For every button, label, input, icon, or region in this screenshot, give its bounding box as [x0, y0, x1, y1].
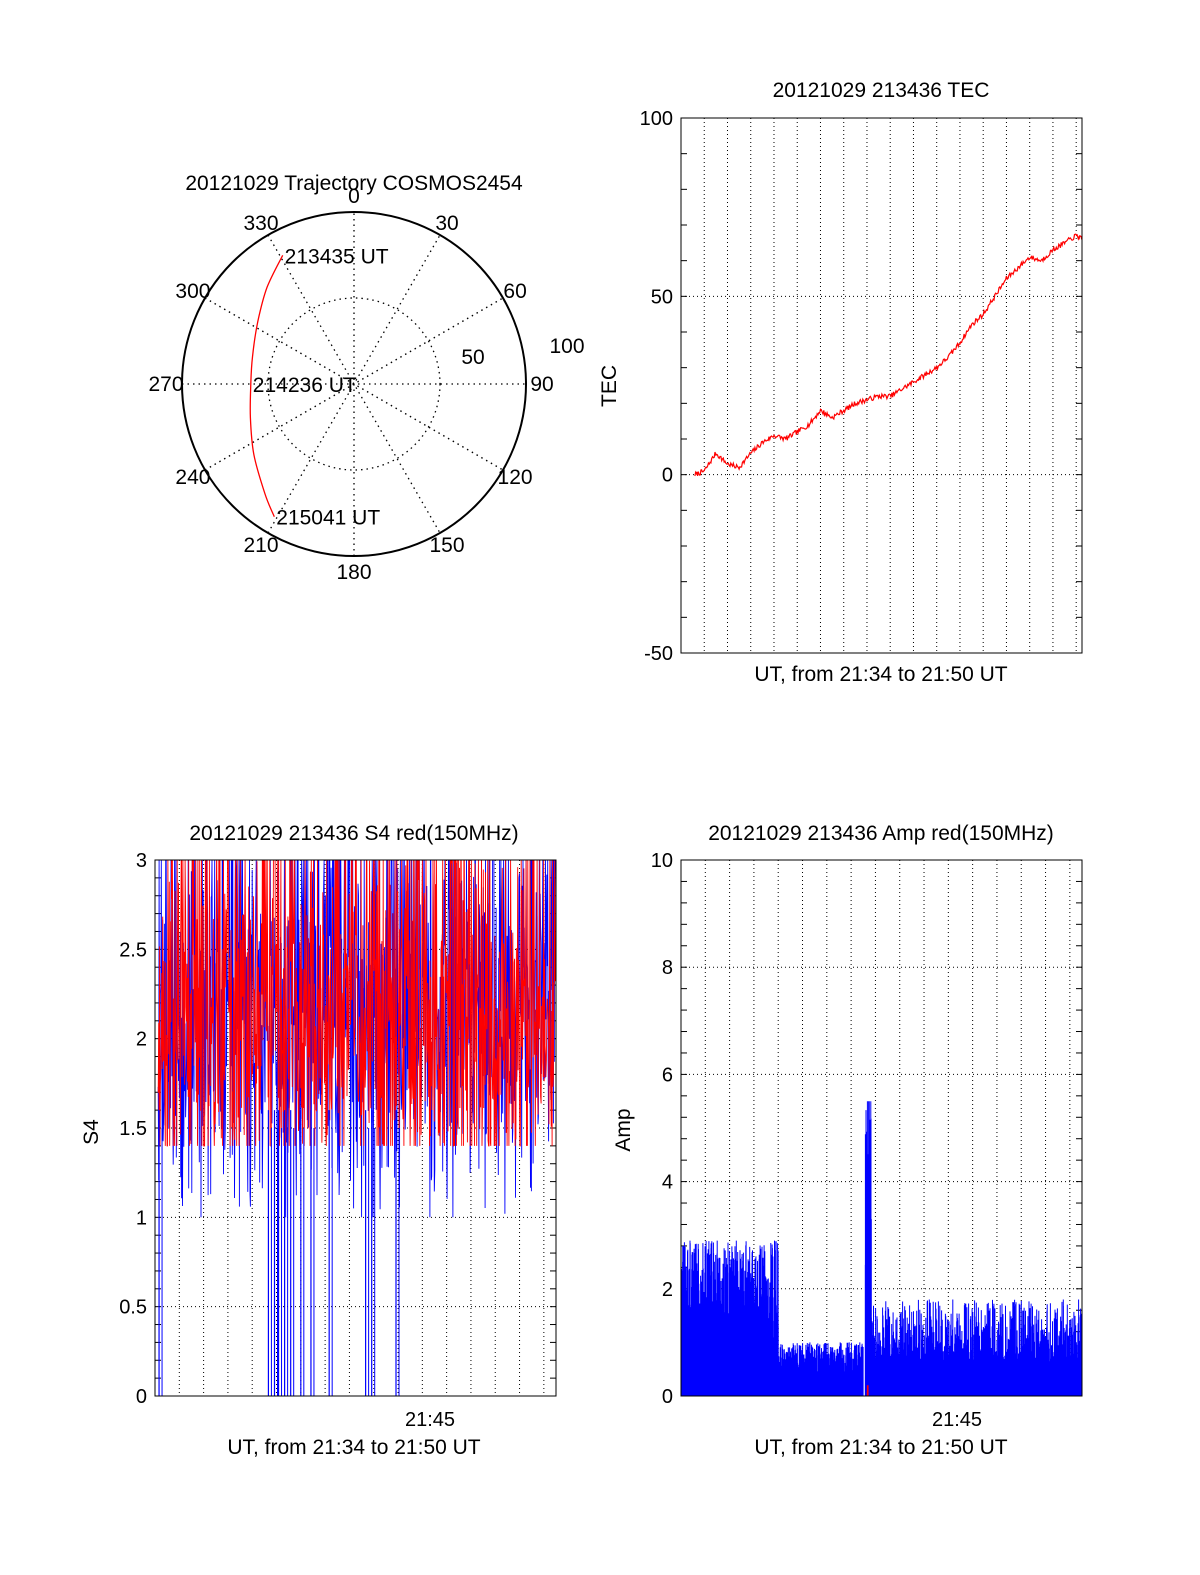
polar-angle-label: 90	[530, 373, 553, 396]
amp-ytick-label: 8	[662, 957, 673, 979]
s4-ytick-label: 2	[136, 1029, 147, 1051]
polar-radial-label: 100	[549, 335, 584, 358]
polar-spoke	[267, 234, 441, 534]
tec-ylabel: TEC	[598, 365, 621, 407]
tec-frame	[680, 117, 1083, 654]
polar-angle-label: 270	[148, 373, 183, 396]
amp-ytick-label: 6	[662, 1064, 673, 1086]
polar-angle-label: 120	[498, 466, 533, 489]
tec-grid	[681, 118, 1082, 653]
polar-angle-label: 30	[435, 212, 458, 235]
polar-angle-label: 180	[336, 561, 371, 584]
tec-ytick-label: 100	[640, 108, 673, 130]
s4-ylabel: S4	[80, 1119, 103, 1145]
s4-frame	[154, 859, 557, 1397]
s4-series	[157, 859, 556, 1396]
s4-title: 20121029 213436 S4 red(150MHz)	[189, 822, 518, 845]
polar-angle-label: 60	[503, 280, 526, 303]
s4-plot: 20121029 213436 S4 red(150MHz) UT, from …	[80, 822, 557, 1459]
amp-xtick-label: 21:45	[932, 1409, 982, 1431]
polar-angle-label: 330	[243, 212, 278, 235]
tec-series	[694, 233, 1083, 477]
polar-angle-label: 210	[243, 534, 278, 557]
amp-ytick-label: 4	[662, 1172, 673, 1194]
s4-ytick-label: 2.5	[119, 939, 147, 961]
polar-angle-label: 300	[175, 280, 210, 303]
trajectory-line	[249, 255, 284, 517]
s4-ytick-label: 0.5	[119, 1297, 147, 1319]
amp-ylabel: Amp	[612, 1108, 635, 1151]
s4-ytick-label: 1	[136, 1207, 147, 1229]
polar-angle-label: 150	[429, 534, 464, 557]
tec-plot: 20121029 213436 TEC UT, from 21:34 to 21…	[598, 79, 1083, 686]
s4-ytick-label: 0	[136, 1386, 147, 1408]
tec-line	[694, 233, 1083, 477]
trajectory-time-label: 215041 UT	[276, 507, 380, 530]
tec-xlabel: UT, from 21:34 to 21:50 UT	[754, 663, 1007, 686]
amp-grid	[681, 860, 1082, 1396]
amp-ytick-label: 2	[662, 1279, 673, 1301]
s4-line-red	[157, 859, 556, 1147]
s4-xlabel: UT, from 21:34 to 21:50 UT	[227, 1436, 480, 1459]
polar-inner-circle	[267, 297, 441, 471]
polar-grid: 50 100	[181, 211, 585, 557]
trajectory-time-label: 214236 UT	[253, 374, 357, 397]
polar-angle-labels: 0 30 60 90 120 150 180 210 240 270 300 330	[148, 185, 553, 584]
s4-ytick-label: 3	[136, 850, 147, 872]
amp-plot: 20121029 213436 Amp red(150MHz) UT, from…	[612, 822, 1083, 1459]
amp-ytick-label: 0	[662, 1386, 673, 1408]
trajectory-polar-plot: 20121029 Trajectory COSMOS2454 50 100 0 30…	[148, 172, 584, 584]
tec-ytick-label: 50	[651, 286, 673, 308]
polar-angle-label: 240	[175, 466, 210, 489]
tec-title: 20121029 213436 TEC	[773, 79, 990, 102]
trajectory-time-label: 213435 UT	[285, 245, 389, 268]
amp-line-red	[866, 1385, 869, 1396]
tec-ytick-label: 0	[662, 465, 673, 487]
s4-ytick-label: 1.5	[119, 1118, 147, 1140]
amp-title: 20121029 213436 Amp red(150MHz)	[708, 822, 1054, 845]
tec-ticks: -50 0 50 100	[640, 108, 1082, 665]
amp-frame	[680, 859, 1083, 1397]
s4-xtick-label: 21:45	[405, 1409, 455, 1431]
tec-ytick-label: -50	[644, 643, 673, 665]
polar-angle-label: 0	[348, 185, 360, 208]
trajectory-series	[249, 255, 284, 517]
trajectory-point-labels: 213435 UT 214236 UT 215041 UT	[253, 245, 389, 529]
polar-radial-label: 50	[461, 346, 484, 369]
amp-ytick-label: 10	[651, 850, 673, 872]
trajectory-title: 20121029 Trajectory COSMOS2454	[185, 172, 523, 195]
amp-xlabel: UT, from 21:34 to 21:50 UT	[754, 1436, 1007, 1459]
